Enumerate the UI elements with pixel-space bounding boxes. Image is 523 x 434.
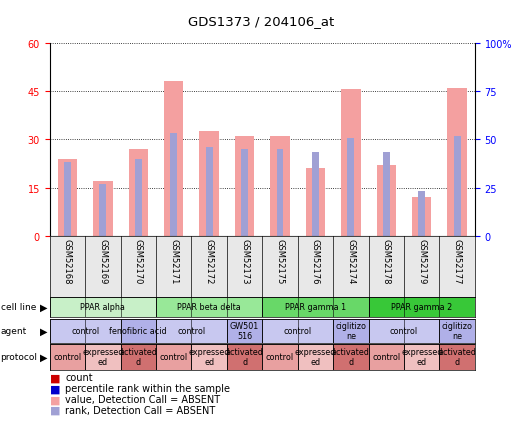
- Text: GSM52171: GSM52171: [169, 238, 178, 284]
- Bar: [120, 319, 156, 343]
- Bar: [262, 319, 333, 343]
- Bar: [447, 89, 467, 237]
- Text: ■: ■: [50, 395, 60, 404]
- Text: ▶: ▶: [40, 352, 47, 362]
- Text: ▶: ▶: [40, 326, 47, 336]
- Bar: [454, 137, 461, 237]
- Text: ▶: ▶: [40, 302, 47, 312]
- Text: cell line: cell line: [1, 303, 36, 312]
- Text: GW501
516: GW501 516: [230, 321, 259, 341]
- Text: control: control: [177, 326, 206, 335]
- Text: GSM52173: GSM52173: [240, 238, 249, 284]
- Bar: [199, 132, 219, 237]
- Bar: [93, 182, 112, 237]
- Text: PPAR beta delta: PPAR beta delta: [177, 303, 241, 312]
- Bar: [333, 344, 369, 370]
- Bar: [64, 162, 71, 237]
- Bar: [439, 344, 475, 370]
- Text: GSM52170: GSM52170: [134, 238, 143, 284]
- Bar: [99, 185, 106, 237]
- Bar: [50, 297, 156, 318]
- Text: agent: agent: [1, 326, 27, 335]
- Bar: [312, 153, 319, 237]
- Bar: [298, 344, 333, 370]
- Text: PPAR gamma 1: PPAR gamma 1: [285, 303, 346, 312]
- Text: ciglitizo
ne: ciglitizo ne: [335, 321, 367, 341]
- Text: GSM52176: GSM52176: [311, 238, 320, 284]
- Bar: [341, 90, 361, 237]
- Text: ■: ■: [50, 373, 60, 382]
- Bar: [227, 344, 262, 370]
- Bar: [50, 344, 85, 370]
- Text: GSM52177: GSM52177: [453, 238, 462, 284]
- Text: control: control: [390, 326, 418, 335]
- Bar: [439, 319, 475, 343]
- Bar: [377, 166, 396, 237]
- Bar: [191, 344, 227, 370]
- Text: fenofibric acid: fenofibric acid: [109, 326, 167, 335]
- Bar: [156, 297, 263, 318]
- Text: GSM52168: GSM52168: [63, 238, 72, 284]
- Bar: [305, 169, 325, 237]
- Text: expressed
ed: expressed ed: [401, 347, 442, 366]
- Text: rank, Detection Call = ABSENT: rank, Detection Call = ABSENT: [65, 405, 215, 415]
- Bar: [404, 344, 439, 370]
- Bar: [170, 134, 177, 237]
- Text: PPAR gamma 2: PPAR gamma 2: [391, 303, 452, 312]
- Text: ciglitizo
ne: ciglitizo ne: [441, 321, 473, 341]
- Bar: [333, 319, 369, 343]
- Text: GSM52172: GSM52172: [204, 238, 213, 284]
- Text: control: control: [372, 352, 401, 361]
- Text: GSM52174: GSM52174: [346, 238, 355, 284]
- Bar: [135, 159, 142, 237]
- Bar: [50, 319, 120, 343]
- Bar: [347, 138, 354, 237]
- Text: control: control: [266, 352, 294, 361]
- Bar: [241, 150, 248, 237]
- Bar: [369, 319, 439, 343]
- Text: expressed
ed: expressed ed: [82, 347, 123, 366]
- Text: GSM52178: GSM52178: [382, 238, 391, 284]
- Bar: [85, 344, 120, 370]
- Bar: [164, 82, 184, 237]
- Bar: [412, 198, 431, 237]
- Text: percentile rank within the sample: percentile rank within the sample: [65, 384, 230, 393]
- Bar: [262, 297, 369, 318]
- Text: expressed
ed: expressed ed: [295, 347, 336, 366]
- Bar: [270, 137, 290, 237]
- Bar: [383, 153, 390, 237]
- Text: control: control: [160, 352, 188, 361]
- Text: count: count: [65, 373, 93, 382]
- Text: activated
d: activated d: [332, 347, 370, 366]
- Text: control: control: [71, 326, 99, 335]
- Text: control: control: [53, 352, 82, 361]
- Bar: [58, 159, 77, 237]
- Bar: [120, 344, 156, 370]
- Bar: [262, 344, 298, 370]
- Bar: [235, 137, 254, 237]
- Bar: [227, 319, 262, 343]
- Text: GSM52175: GSM52175: [276, 238, 285, 284]
- Text: value, Detection Call = ABSENT: value, Detection Call = ABSENT: [65, 395, 221, 404]
- Text: activated
d: activated d: [438, 347, 476, 366]
- Bar: [156, 344, 191, 370]
- Text: GDS1373 / 204106_at: GDS1373 / 204106_at: [188, 15, 335, 28]
- Bar: [206, 148, 212, 237]
- Bar: [129, 150, 148, 237]
- Text: ■: ■: [50, 405, 60, 415]
- Text: protocol: protocol: [1, 352, 38, 361]
- Text: control: control: [283, 326, 312, 335]
- Text: expressed
ed: expressed ed: [188, 347, 230, 366]
- Text: activated
d: activated d: [225, 347, 264, 366]
- Bar: [369, 344, 404, 370]
- Text: activated
d: activated d: [119, 347, 157, 366]
- Text: PPAR alpha: PPAR alpha: [81, 303, 126, 312]
- Text: GSM52169: GSM52169: [98, 238, 107, 284]
- Bar: [156, 319, 227, 343]
- Bar: [277, 150, 283, 237]
- Bar: [418, 191, 425, 237]
- Text: ■: ■: [50, 384, 60, 393]
- Bar: [369, 297, 475, 318]
- Text: GSM52179: GSM52179: [417, 238, 426, 284]
